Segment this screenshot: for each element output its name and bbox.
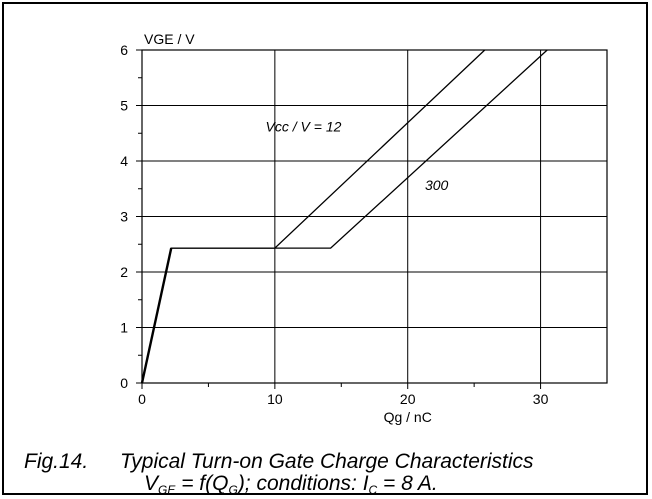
x-tick-label: 20 [400,391,416,407]
figure-title: Typical Turn-on Gate Charge Characterist… [120,450,534,473]
y-tick-label: 6 [120,42,128,58]
formula-i-sub: C [368,483,378,497]
y-tick-label: 5 [120,98,128,114]
y-tick-label: 0 [120,375,128,391]
x-tick-label: 30 [533,391,549,407]
figure-conditions: VGE = f(QG); conditions: IC = 8 A. [144,473,438,496]
formula-v: V [144,472,159,495]
formula-mid: = f(Q [175,472,229,495]
y-tick-label: 1 [120,320,128,336]
x-tick-label: 0 [138,391,146,407]
initial-ramp-line [140,247,173,384]
y-tick-label: 4 [120,153,128,169]
series-label-vcc-12: Vcc / V = 12 [266,119,342,135]
formula-cond: ); conditions: I [237,472,369,495]
formula-v-sub: GE [158,483,176,497]
x-tick-label: 10 [267,391,283,407]
formula-end: = 8 A. [377,472,438,495]
formula-q-sub: G [228,483,238,497]
y-tick-label: 2 [120,264,128,280]
figure-number: Fig.14. [24,450,89,473]
x-axis-label: Qg / nC [384,409,432,425]
series-label-300: 300 [425,177,449,193]
y-axis-label: VGE / V [144,31,195,47]
y-tick-label: 3 [120,209,128,225]
